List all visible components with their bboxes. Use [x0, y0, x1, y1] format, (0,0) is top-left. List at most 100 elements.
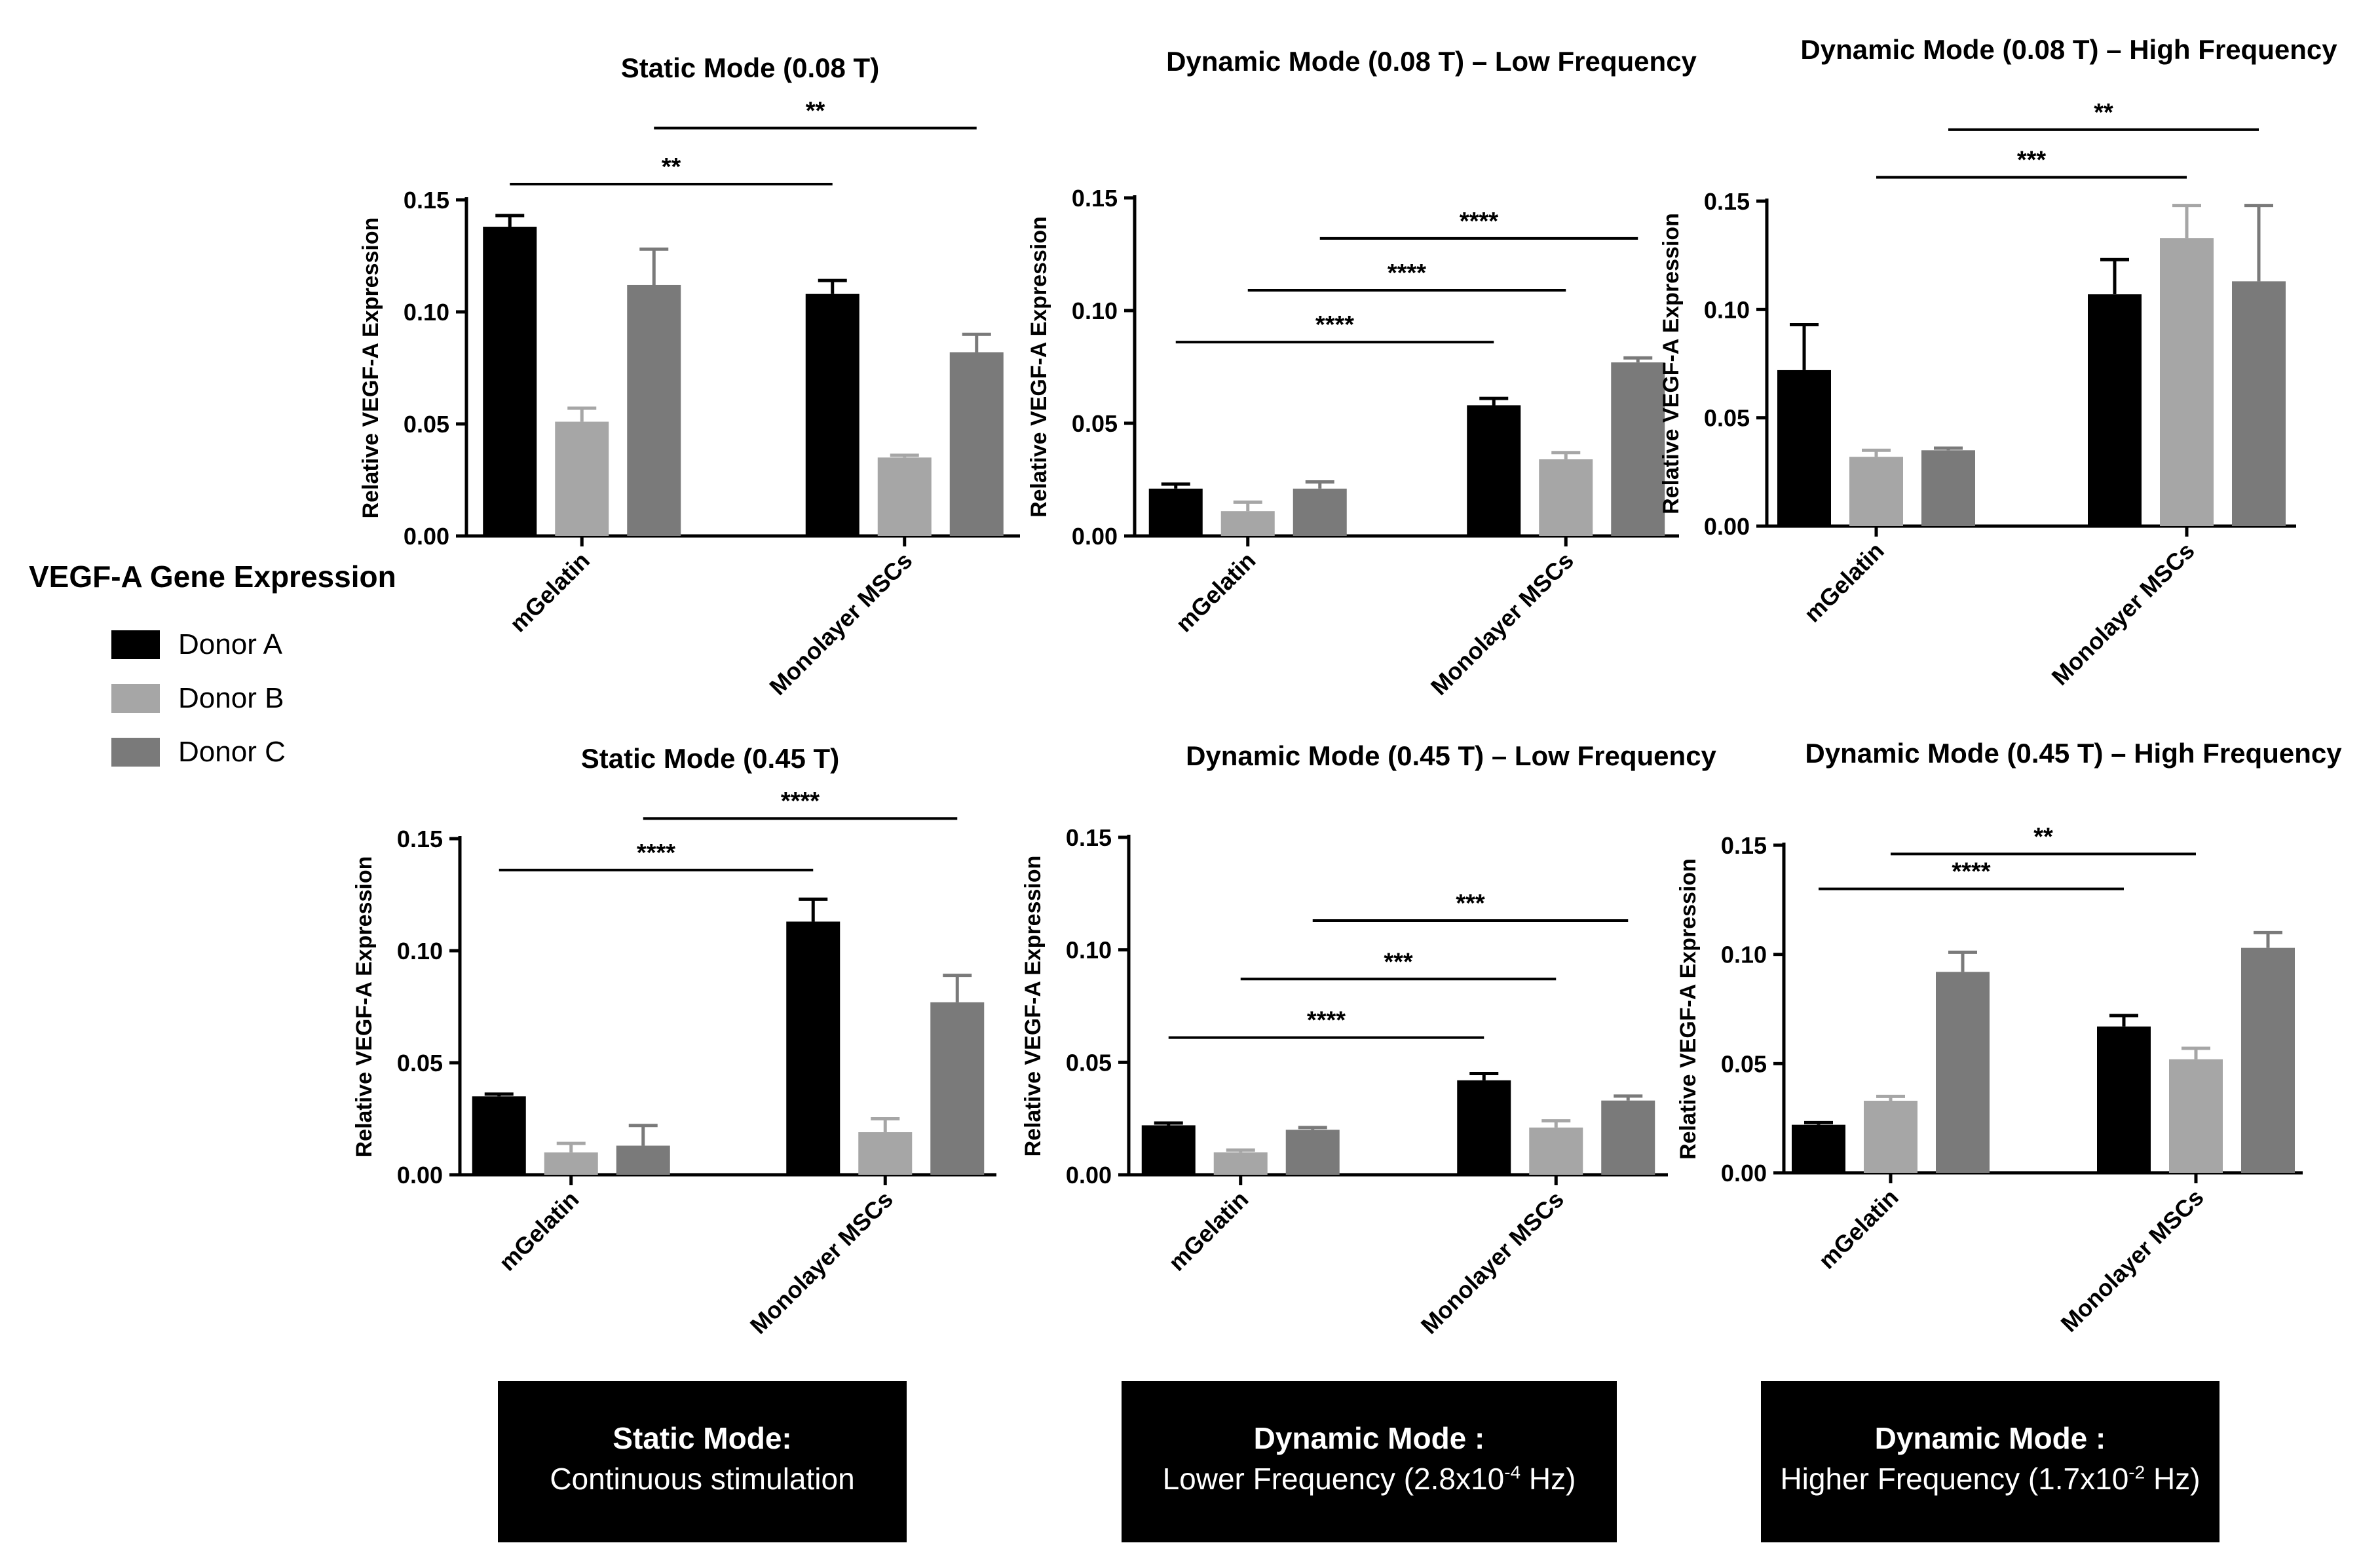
chart-panel-2: Dynamic Mode (0.08 T) – Low Frequency 0.0…	[1027, 46, 1697, 700]
significance-label: ****	[1315, 311, 1354, 339]
legend: VEGF-A Gene Expression Donor A Donor B Dono…	[29, 560, 396, 768]
chart-panel-1: Static Mode (0.08 T) 0.00 0.05 0.10 0.15 Rela…	[358, 52, 1020, 700]
footer-high-frequency-exponent: -2	[2128, 1462, 2145, 1483]
footer-high-frequency-desc-prefix: Higher Frequency (1.7x10	[1780, 1462, 2129, 1496]
y-tick-label: 0.10	[1704, 296, 1750, 323]
chart-panel-3: Dynamic Mode (0.08 T) – High Frequency 0.…	[1659, 34, 2337, 691]
legend-swatch-donor-a	[111, 630, 160, 659]
y-axis-label: Relative VEGF-A Expression	[1027, 216, 1051, 518]
y-tick-label: 0.15	[1704, 188, 1750, 215]
bar-donor-a-mgelatin	[1777, 370, 1831, 526]
significance-label: ****	[781, 788, 820, 815]
x-tick-label: mGelatin	[493, 1186, 584, 1276]
x-tick-label: mGelatin	[504, 547, 595, 638]
x-tick-label: Monolayer MSCs	[1426, 547, 1579, 700]
y-tick-label: 0.00	[1721, 1160, 1767, 1187]
legend-swatch-donor-b	[111, 684, 160, 713]
y-tick-label: 0.15	[404, 187, 449, 214]
y-tick-label: 0.15	[1721, 832, 1767, 859]
bar-donor-a-mgelatin	[1792, 1124, 1845, 1173]
bar-donor-c-monolayer-mscs	[930, 1002, 985, 1175]
footer-low-frequency-desc: Lower Frequency (2.8x10-4 Hz)	[1122, 1461, 1617, 1496]
x-tick-label: Monolayer MSCs	[2047, 537, 2200, 691]
y-tick-label: 0.00	[1704, 513, 1750, 540]
bar-donor-b-mgelatin	[1864, 1101, 1917, 1173]
significance-label: ****	[1307, 1007, 1346, 1035]
y-tick-label: 0.10	[1066, 937, 1112, 964]
significance-label: **	[806, 98, 825, 125]
y-tick-label: 0.15	[397, 826, 443, 852]
y-tick-label: 0.05	[1066, 1049, 1112, 1076]
footer-low-frequency-desc-suffix: Hz)	[1521, 1462, 1576, 1496]
footer-low-frequency-box: Dynamic Mode : Lower Frequency (2.8x10-4…	[1122, 1381, 1617, 1542]
footer-high-frequency-desc-suffix: Hz)	[2145, 1462, 2201, 1496]
bar-donor-a-monolayer-mscs	[2088, 294, 2142, 526]
bar-donor-c-monolayer-mscs	[2232, 281, 2286, 526]
significance-label: **	[2033, 823, 2053, 850]
y-tick-label: 0.00	[1072, 523, 1118, 550]
y-tick-label: 0.10	[1072, 297, 1118, 324]
footer-static-box: Static Mode: Continuous stimulation	[498, 1381, 907, 1542]
significance-label: **	[662, 153, 681, 181]
footer-high-frequency-desc: Higher Frequency (1.7x10-2 Hz)	[1761, 1461, 2219, 1496]
bar-donor-c-mgelatin	[1293, 488, 1347, 536]
y-tick-label: 0.05	[1721, 1050, 1767, 1077]
bar-donor-a-mgelatin	[483, 227, 537, 536]
bar-donor-c-monolayer-mscs	[2241, 947, 2295, 1173]
bar-donor-a-monolayer-mscs	[805, 294, 859, 536]
legend-label-donor-b: Donor B	[178, 682, 284, 714]
footer-static-desc: Continuous stimulation	[550, 1462, 855, 1496]
footer-high-frequency-title: Dynamic Mode :	[1874, 1421, 2106, 1455]
legend-title: VEGF-A Gene Expression	[29, 560, 396, 594]
bar-donor-b-mgelatin	[555, 421, 609, 536]
significance-label: ***	[1384, 948, 1413, 976]
bar-donor-b-mgelatin	[1220, 511, 1275, 536]
legend-label-donor-c: Donor C	[178, 736, 286, 768]
footer-low-frequency-desc-prefix: Lower Frequency (2.8x10	[1162, 1462, 1505, 1496]
bar-donor-a-mgelatin	[1148, 488, 1203, 536]
chart-title: Dynamic Mode (0.08 T) – High Frequency	[1800, 34, 2337, 65]
y-tick-label: 0.05	[397, 1050, 443, 1076]
bar-donor-b-monolayer-mscs	[2160, 238, 2214, 526]
x-tick-label: mGelatin	[1163, 1186, 1253, 1276]
significance-label: ***	[2017, 147, 2047, 174]
bar-donor-a-monolayer-mscs	[1457, 1080, 1511, 1175]
y-axis-label: Relative VEGF-A Expression	[1659, 213, 1684, 514]
bar-donor-b-monolayer-mscs	[1529, 1127, 1583, 1175]
chart-panel-4: Static Mode (0.45 T) 0.00 0.05 0.10 0.15 Rela…	[352, 743, 996, 1339]
chart-title: Dynamic Mode (0.45 T) – Low Frequency	[1186, 740, 1716, 771]
chart-title: Dynamic Mode (0.45 T) – High Frequency	[1805, 738, 2342, 769]
bar-donor-c-mgelatin	[1285, 1130, 1340, 1175]
significance-label: **	[2094, 99, 2113, 126]
y-tick-label: 0.15	[1066, 824, 1112, 851]
significance-label: ****	[1388, 259, 1426, 287]
bar-donor-c-mgelatin	[627, 284, 681, 536]
y-tick-label: 0.05	[404, 411, 449, 438]
bar-donor-a-mgelatin	[1141, 1125, 1196, 1175]
y-tick-label: 0.00	[1066, 1162, 1112, 1189]
bar-donor-a-monolayer-mscs	[786, 921, 841, 1175]
x-tick-label: mGelatin	[1813, 1184, 1904, 1274]
significance-label: ****	[1460, 208, 1498, 235]
bar-donor-c-mgelatin	[616, 1145, 670, 1175]
footer-low-frequency-title: Dynamic Mode :	[1253, 1421, 1485, 1455]
footer-low-frequency-exponent: -4	[1504, 1462, 1521, 1483]
significance-label: ***	[1456, 890, 1485, 917]
bar-donor-c-monolayer-mscs	[1601, 1100, 1655, 1175]
x-tick-label: Monolayer MSCs	[764, 547, 917, 700]
y-axis-label: Relative VEGF-A Expression	[1676, 858, 1701, 1160]
y-tick-label: 0.10	[1721, 942, 1767, 968]
bar-donor-c-monolayer-mscs	[1611, 362, 1665, 536]
chart-panel-6: Dynamic Mode (0.45 T) – High Frequency 0.…	[1676, 738, 2342, 1337]
bar-donor-c-mgelatin	[1936, 972, 1990, 1173]
bar-donor-b-monolayer-mscs	[1539, 459, 1593, 536]
bar-donor-c-mgelatin	[1921, 450, 1975, 526]
bar-donor-b-monolayer-mscs	[858, 1132, 913, 1175]
bar-donor-b-mgelatin	[1849, 457, 1903, 526]
significance-label: ****	[637, 839, 675, 867]
bar-donor-b-monolayer-mscs	[2169, 1059, 2223, 1173]
y-axis-label: Relative VEGF-A Expression	[352, 856, 377, 1158]
y-tick-label: 0.15	[1072, 185, 1118, 212]
x-tick-label: Monolayer MSCs	[1416, 1186, 1569, 1339]
